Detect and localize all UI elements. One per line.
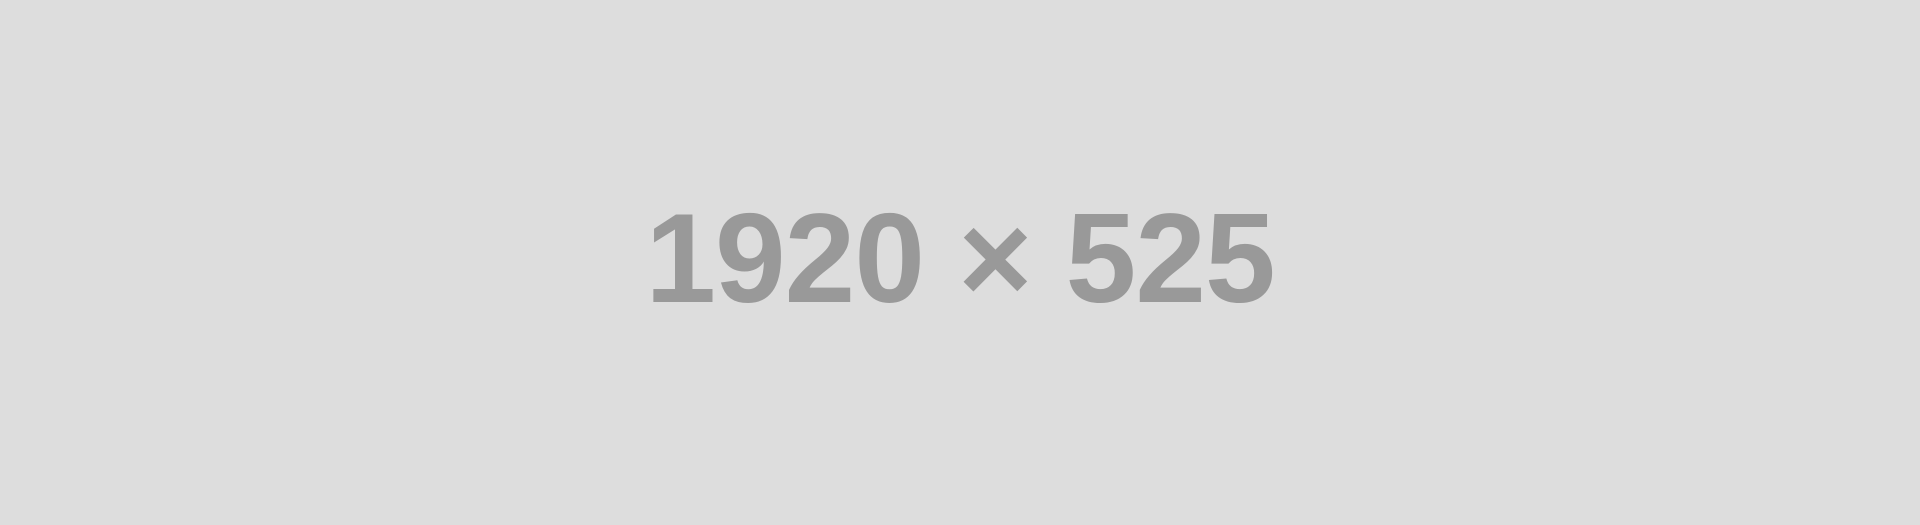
dimensions-label: 1920 × 525 — [645, 187, 1275, 329]
